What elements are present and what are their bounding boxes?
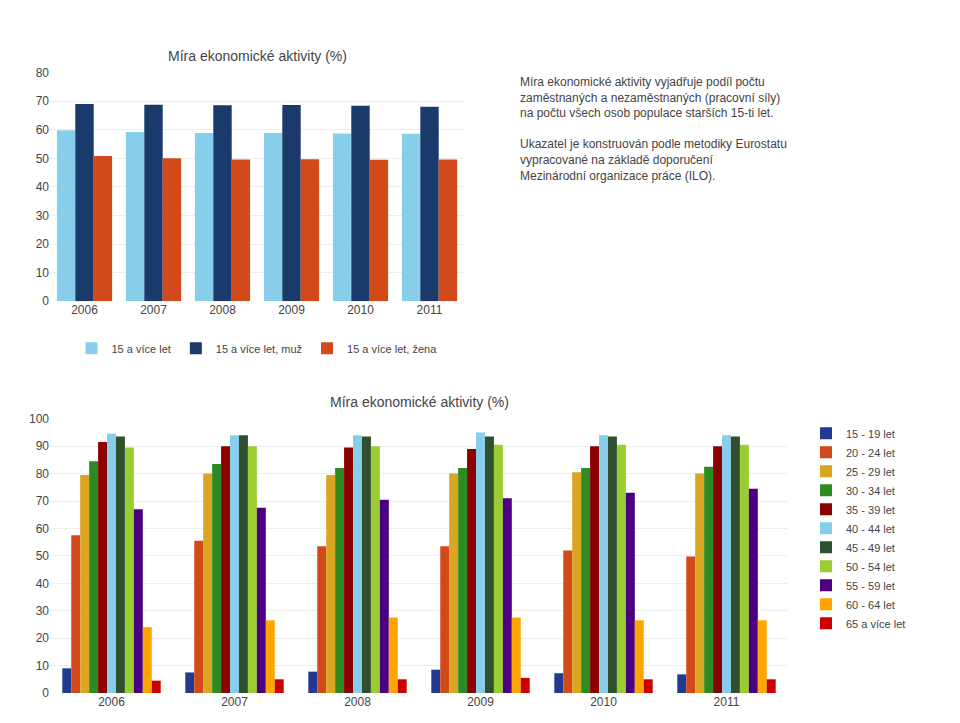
svg-text:25 - 29 let: 25 - 29 let <box>846 466 895 478</box>
svg-text:90: 90 <box>36 439 50 453</box>
svg-text:2006: 2006 <box>71 303 98 317</box>
svg-text:55 - 59 let: 55 - 59 let <box>846 580 895 592</box>
svg-text:20 - 24 let: 20 - 24 let <box>846 447 895 459</box>
svg-text:2010: 2010 <box>347 303 374 317</box>
svg-text:80: 80 <box>36 66 50 80</box>
svg-text:15 - 19 let: 15 - 19 let <box>846 428 895 440</box>
svg-text:20: 20 <box>36 237 50 251</box>
svg-text:60: 60 <box>36 522 50 536</box>
svg-text:60 - 64 let: 60 - 64 let <box>846 599 895 611</box>
svg-text:Míra ekonomické aktivity (%): Míra ekonomické aktivity (%) <box>168 48 347 64</box>
svg-text:2011: 2011 <box>714 695 740 709</box>
svg-text:40: 40 <box>36 577 50 591</box>
svg-text:50 - 54 let: 50 - 54 let <box>846 561 895 573</box>
svg-text:60: 60 <box>36 123 50 137</box>
svg-text:35 - 39 let: 35 - 39 let <box>846 504 895 516</box>
svg-text:70: 70 <box>36 494 50 508</box>
svg-text:0: 0 <box>42 294 49 308</box>
svg-text:2008: 2008 <box>209 303 236 317</box>
svg-text:45 - 49 let: 45 - 49 let <box>846 542 895 554</box>
svg-text:Míra ekonomické aktivity vyjad: Míra ekonomické aktivity vyjadřuje podíl… <box>520 75 787 183</box>
svg-text:10: 10 <box>36 266 50 280</box>
svg-text:2011: 2011 <box>417 303 443 317</box>
svg-text:80: 80 <box>36 467 50 481</box>
svg-text:0: 0 <box>42 686 49 700</box>
svg-text:30 - 34 let: 30 - 34 let <box>846 485 895 497</box>
svg-text:10: 10 <box>36 659 50 673</box>
svg-text:30: 30 <box>36 604 50 618</box>
svg-text:50: 50 <box>36 549 50 563</box>
svg-text:Míra ekonomické aktivity (%): Míra ekonomické aktivity (%) <box>330 394 509 410</box>
svg-text:40: 40 <box>36 180 50 194</box>
svg-text:2007: 2007 <box>140 303 167 317</box>
svg-text:15 a více let, žena: 15 a více let, žena <box>347 343 437 355</box>
svg-text:65 a více let: 65 a více let <box>846 618 905 630</box>
svg-text:20: 20 <box>36 631 50 645</box>
svg-text:70: 70 <box>36 94 50 108</box>
svg-text:2009: 2009 <box>278 303 305 317</box>
svg-text:15 a více let, muž: 15 a více let, muž <box>216 343 302 355</box>
svg-text:2010: 2010 <box>590 695 617 709</box>
svg-text:2007: 2007 <box>221 695 248 709</box>
svg-text:2009: 2009 <box>467 695 494 709</box>
svg-text:30: 30 <box>36 209 50 223</box>
svg-text:15 a více let: 15 a více let <box>112 343 171 355</box>
svg-text:100: 100 <box>29 412 49 426</box>
svg-text:2006: 2006 <box>98 695 125 709</box>
svg-text:40 - 44 let: 40 - 44 let <box>846 523 895 535</box>
svg-text:50: 50 <box>36 152 50 166</box>
svg-text:2008: 2008 <box>344 695 371 709</box>
